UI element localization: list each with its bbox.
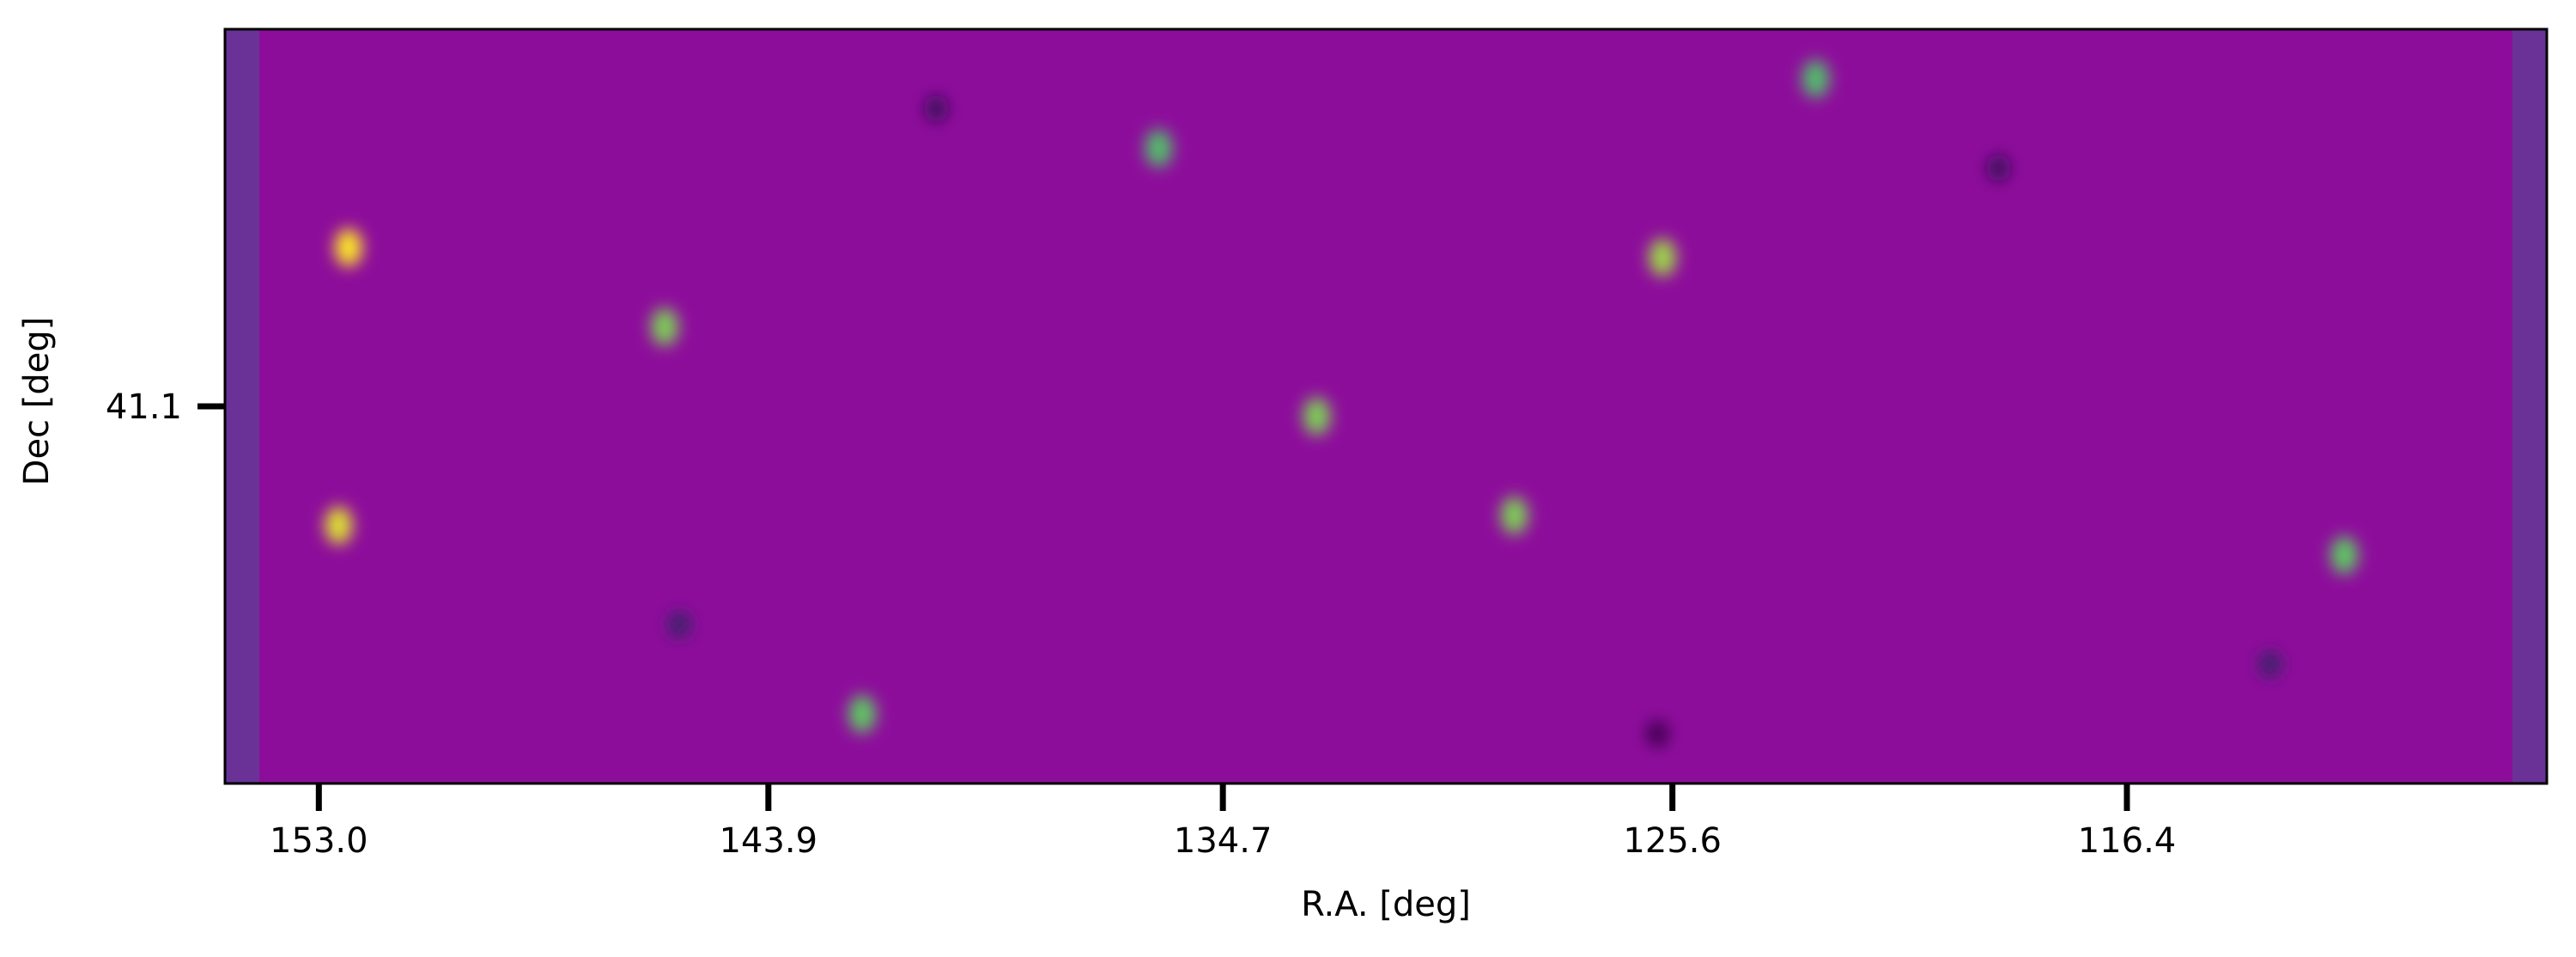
x-tick-label-3: 125.6 (1623, 821, 1722, 861)
x-axis-label: R.A. [deg] (1301, 885, 1471, 924)
bright-spot-9 (1801, 59, 1830, 98)
x-tick-label-4: 116.4 (2078, 821, 2177, 861)
bright-spot-3 (1303, 397, 1331, 436)
bright-spot-0 (334, 229, 362, 267)
bright-spot-6 (2330, 536, 2359, 575)
bright-spot-8 (1145, 129, 1173, 168)
x-tick-label-0: 153.0 (270, 821, 368, 861)
x-tick-label-1: 143.9 (720, 821, 818, 861)
dark-spot-1 (924, 94, 949, 123)
y-tick-label-0: 41.1 (106, 387, 182, 427)
heatmap-noise (225, 29, 2547, 783)
dark-spot-0 (1645, 720, 1670, 748)
x-axis: 153.0 143.9 134.7 125.6 116.4 (270, 783, 2176, 861)
dark-spot-2 (1986, 154, 2011, 182)
bright-spot-7 (848, 695, 877, 734)
heatmap-edge-left (225, 29, 259, 783)
x-tick-label-2: 134.7 (1174, 821, 1273, 861)
heatmap-spots (325, 59, 2359, 748)
bright-spot-5 (1500, 497, 1528, 535)
bright-spot-1 (325, 506, 353, 545)
heatmap-image (225, 29, 2547, 783)
y-axis: 41.1 (106, 387, 225, 427)
dark-spot-4 (2257, 650, 2282, 679)
bright-spot-2 (651, 308, 679, 346)
dark-spot-3 (667, 611, 692, 639)
y-axis-label: Dec [deg] (17, 317, 57, 486)
heatmap-edge-right (2512, 29, 2547, 783)
bright-spot-4 (1649, 238, 1677, 277)
